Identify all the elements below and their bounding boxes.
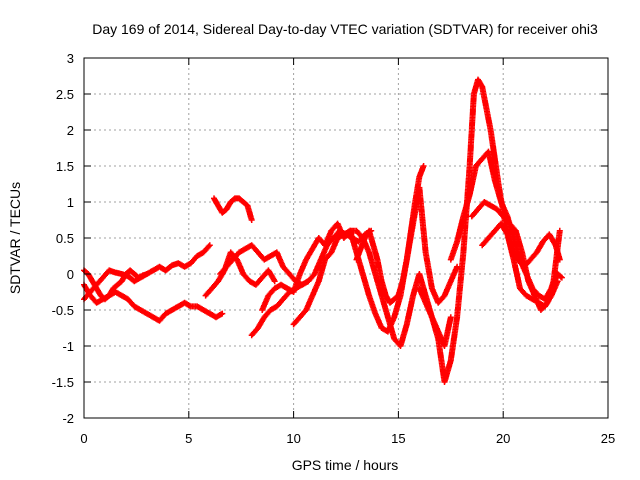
y-tick-label: -1.5	[52, 375, 74, 390]
data-point	[420, 163, 427, 169]
series-track-13	[468, 199, 563, 313]
y-tick-label: 2.5	[56, 87, 74, 102]
y-tick-label: -2	[62, 411, 74, 426]
axis-ticks: 0 5 10 15 20 25 -2 -1.5 -1 -0.5 0 0.5 1 1.5 2 2.5 3	[52, 51, 616, 446]
data-point	[248, 217, 255, 223]
series-track-11	[416, 76, 563, 385]
y-tick-label: -1	[62, 339, 74, 354]
x-tick-label: 25	[601, 431, 615, 446]
x-tick-label: 10	[286, 431, 300, 446]
data-point	[558, 274, 565, 281]
data-point	[219, 310, 226, 317]
data-point	[143, 271, 150, 277]
data-point	[271, 278, 278, 285]
x-axis-label: GPS time / hours	[292, 457, 399, 473]
series-track-3	[81, 267, 150, 303]
series-track-9	[290, 227, 454, 349]
data-point	[206, 242, 213, 249]
series-track-14	[479, 220, 561, 310]
data-point	[556, 227, 563, 234]
series-track-10	[353, 163, 427, 306]
data-point	[554, 278, 561, 285]
y-tick-label: 0	[67, 267, 74, 282]
data-point	[447, 314, 454, 321]
y-tick-label: -0.5	[52, 303, 74, 318]
y-axis-label: SDTVAR / TECUs	[7, 182, 23, 294]
y-tick-label: 2	[67, 123, 74, 138]
x-tick-label: 5	[185, 431, 192, 446]
x-tick-label: 0	[80, 431, 87, 446]
chart-title: Day 169 of 2014, Sidereal Day-to-day VTE…	[92, 21, 598, 37]
data-point	[557, 273, 564, 280]
y-tick-label: 1.5	[56, 159, 74, 174]
data-points	[81, 76, 565, 385]
y-tick-label: 0.5	[56, 231, 74, 246]
x-tick-label: 15	[391, 431, 405, 446]
x-tick-label: 20	[496, 431, 510, 446]
y-tick-label: 1	[67, 195, 74, 210]
series-track-4	[211, 195, 255, 223]
y-tick-label: 3	[67, 51, 74, 66]
data-point	[205, 243, 212, 250]
